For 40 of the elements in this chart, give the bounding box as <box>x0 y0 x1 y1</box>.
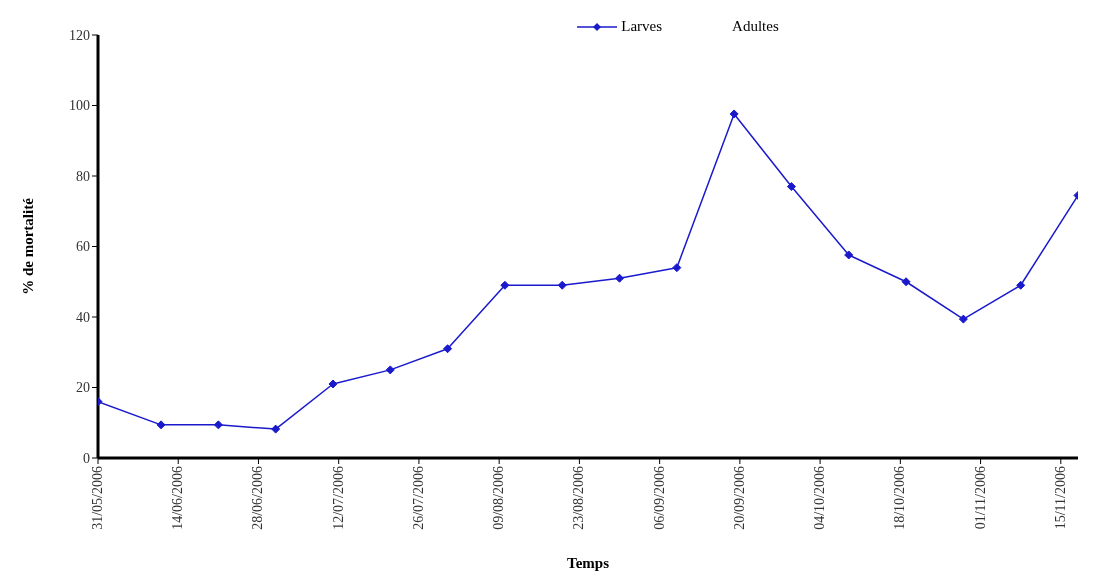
x-tick-label: 26/07/2006 <box>410 466 426 530</box>
point <box>213 420 223 430</box>
y-tick-label: 0 <box>83 450 90 466</box>
y-tick-label: 80 <box>76 168 90 184</box>
x-tick-label: 14/06/2006 <box>170 466 186 530</box>
text: Adultes <box>732 18 779 35</box>
point <box>615 273 625 283</box>
x-tick-label: 31/05/2006 <box>90 466 105 530</box>
x-tick-label: 04/10/2006 <box>812 466 828 530</box>
x-tick-label: 28/06/2006 <box>250 466 266 530</box>
point <box>901 277 911 287</box>
point <box>1016 280 1026 290</box>
x-tick-label: 20/09/2006 <box>731 466 747 530</box>
point <box>328 379 338 389</box>
point <box>443 344 453 354</box>
point <box>557 280 567 290</box>
y-tick-label: 120 <box>69 27 90 43</box>
y-tick-label: 40 <box>76 309 90 325</box>
x-tick-label: 09/08/2006 <box>491 466 507 530</box>
y-tick-label: 20 <box>76 380 90 396</box>
x-tick-label: 23/08/2006 <box>571 466 587 530</box>
point <box>729 109 739 119</box>
x-tick-label: 01/11/2006 <box>972 466 988 530</box>
point <box>156 420 166 430</box>
x-tick-label: 12/07/2006 <box>330 466 346 530</box>
point <box>385 365 395 375</box>
point <box>500 280 510 290</box>
y-tick-label: 100 <box>69 98 90 114</box>
point <box>271 424 281 434</box>
x-axis-title: Temps <box>567 555 610 571</box>
point <box>844 250 854 260</box>
y-axis-title: % de mortalité <box>20 197 37 295</box>
x-tick-label: 06/09/2006 <box>651 466 667 530</box>
legend-label: Larves <box>621 18 663 35</box>
x-tick-label: 18/10/2006 <box>892 466 908 530</box>
x-tick-label: 15/11/2006 <box>1052 466 1068 530</box>
point <box>786 182 796 192</box>
y-tick-label: 60 <box>76 239 90 255</box>
point <box>672 263 682 273</box>
point <box>958 314 968 324</box>
